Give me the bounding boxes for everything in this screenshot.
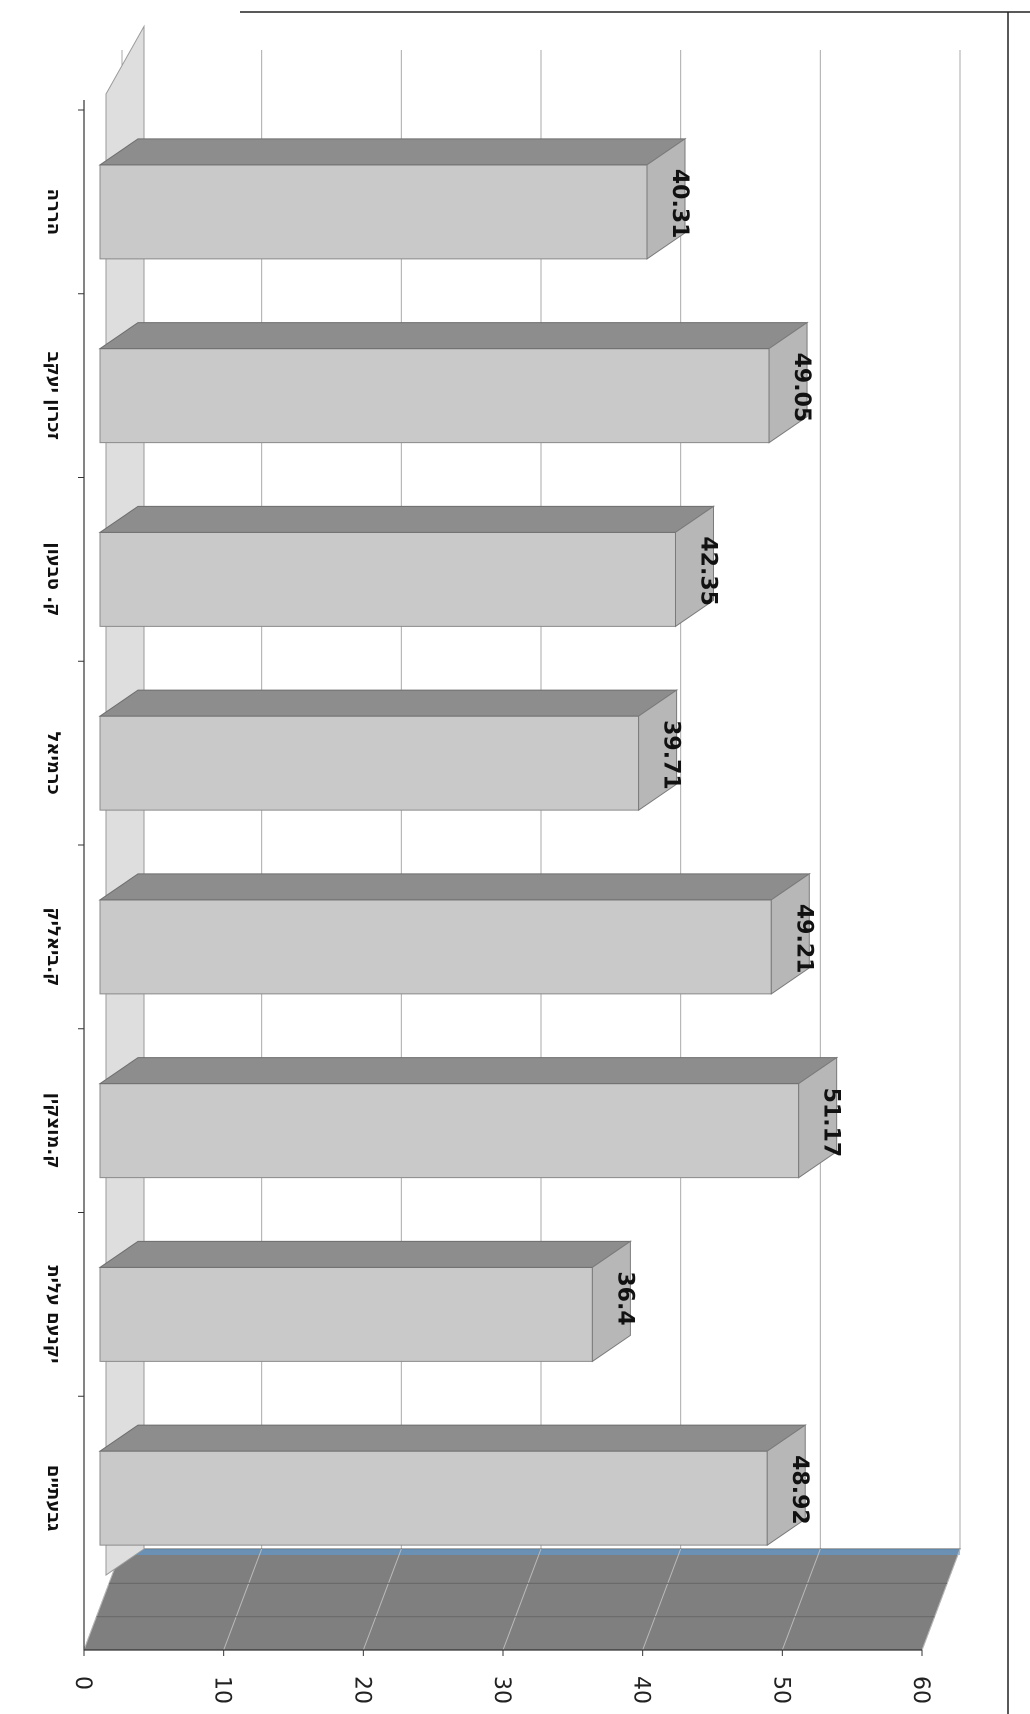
category-label: גבעתיים bbox=[43, 1465, 64, 1531]
data-label: 48.92 bbox=[787, 1455, 812, 1525]
floor-gridline bbox=[223, 1548, 263, 1651]
category-label: כרמיאל bbox=[43, 731, 64, 794]
category-label: יקנעם עלית bbox=[43, 1265, 64, 1363]
data-label: 39.71 bbox=[659, 720, 684, 790]
floor-edge bbox=[122, 1549, 960, 1555]
bar-end bbox=[798, 1056, 838, 1179]
value-tick-label: 20 bbox=[349, 1676, 374, 1704]
bar-end bbox=[638, 689, 678, 812]
category-label: ק.ביאליק bbox=[43, 907, 64, 986]
value-tick-label: 50 bbox=[768, 1676, 793, 1704]
category-label: הררה bbox=[43, 189, 64, 235]
bars bbox=[98, 137, 839, 1547]
floor-gridline bbox=[642, 1548, 682, 1651]
bar-top bbox=[98, 1057, 839, 1085]
frame bbox=[240, 11, 1030, 1714]
bar-front bbox=[99, 1266, 593, 1362]
floor-gridline bbox=[362, 1548, 402, 1651]
category-label: ק.מוצקין bbox=[43, 1093, 64, 1169]
floor-gridline bbox=[921, 1548, 961, 1651]
floor-gridline bbox=[502, 1548, 542, 1651]
bar-top bbox=[98, 322, 809, 350]
data-label: 40.31 bbox=[667, 169, 692, 239]
bar-front bbox=[99, 164, 648, 260]
data-label: 42.35 bbox=[695, 536, 720, 606]
bar-front bbox=[99, 531, 676, 627]
bar-top bbox=[98, 1424, 807, 1452]
data-label: 36.4 bbox=[612, 1271, 637, 1325]
data-label: 51.17 bbox=[819, 1088, 844, 1158]
bar-end bbox=[770, 872, 810, 995]
data-label: 49.21 bbox=[791, 904, 816, 974]
value-axis: 0 10 20 30 40 50 60 bbox=[70, 100, 933, 1704]
bar-end bbox=[591, 1240, 631, 1363]
bar-end bbox=[766, 1424, 806, 1547]
category-label: ק. טבעון bbox=[43, 542, 64, 616]
bar-end bbox=[646, 137, 686, 260]
bar-top bbox=[98, 138, 687, 166]
category-label: זכרון יעקב bbox=[43, 351, 64, 439]
bar-end bbox=[768, 321, 808, 444]
value-tick-label: 10 bbox=[210, 1676, 235, 1704]
bar-top bbox=[98, 1240, 633, 1268]
bar-end bbox=[674, 505, 714, 628]
value-tick-label: 60 bbox=[908, 1676, 933, 1704]
category-labels: הררה זכרון יעקב ק. טבעון כרמיאל ק.ביאליק ק.מו… bbox=[43, 109, 84, 1531]
data-label: 49.05 bbox=[789, 353, 814, 423]
value-tick-label: 30 bbox=[489, 1676, 514, 1704]
value-tick-label: 0 bbox=[70, 1676, 95, 1690]
chart-floor bbox=[83, 1548, 961, 1651]
bar-front bbox=[99, 899, 772, 995]
bar-front bbox=[99, 715, 640, 811]
bar-front bbox=[99, 1450, 768, 1546]
bar-top bbox=[98, 873, 811, 901]
value-tick-label: 40 bbox=[629, 1676, 654, 1704]
data-labels: 40.31 49.05 42.35 39.71 49.21 51.17 36.4 48.92 bbox=[612, 169, 843, 1525]
bar-front bbox=[99, 1083, 800, 1179]
bar-top bbox=[98, 689, 679, 717]
bar-top bbox=[98, 505, 716, 533]
floor-gridline bbox=[781, 1548, 821, 1651]
bar-front bbox=[99, 348, 770, 444]
